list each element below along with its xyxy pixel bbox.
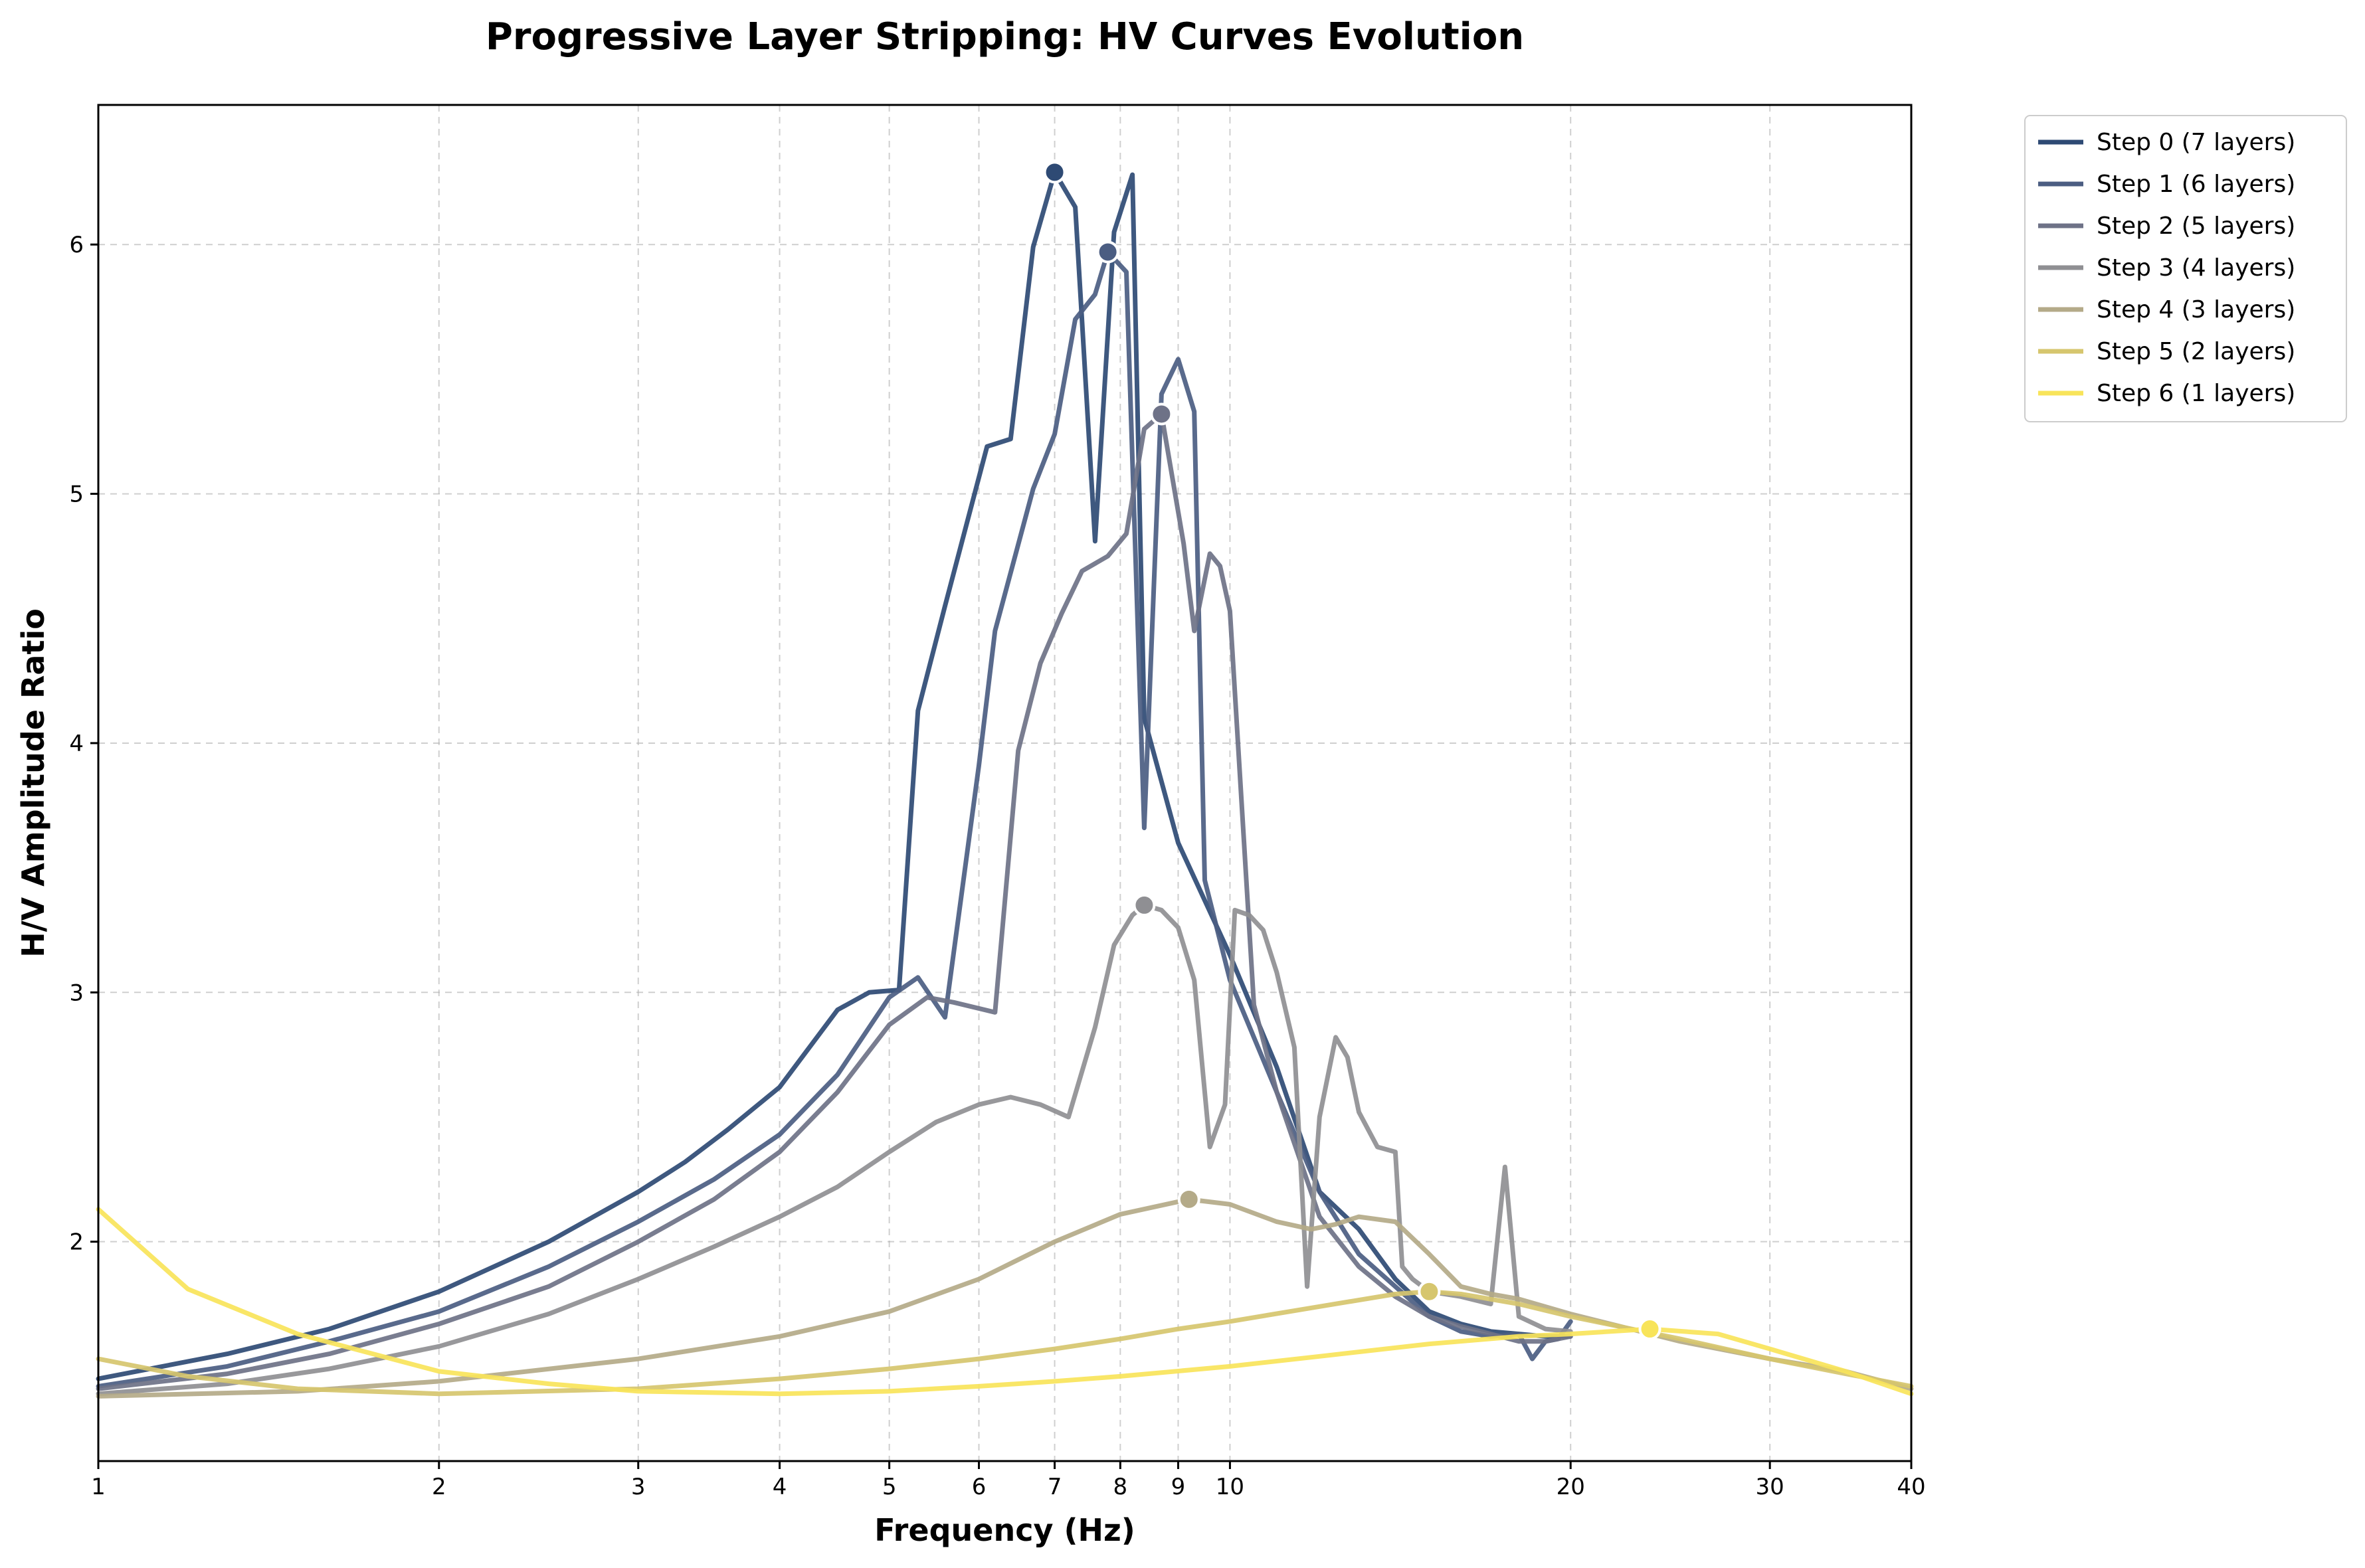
x-tick-label-2: 3 <box>631 1474 646 1500</box>
x-tick-label-9: 10 <box>1216 1474 1244 1500</box>
y-tick-label-4: 6 <box>69 232 84 258</box>
legend-label-step-6: Step 6 (1 layers) <box>2097 380 2295 407</box>
y-axis-ticks: 2 3 4 5 6 <box>69 232 98 1256</box>
x-tick-label-8: 9 <box>1171 1474 1186 1500</box>
x-tick-label-10: 20 <box>1557 1474 1585 1500</box>
series-line-step-6 <box>96 1207 1914 1397</box>
x-tick-label-5: 6 <box>972 1474 987 1500</box>
series-line-step-2 <box>96 412 1573 1391</box>
y-tick-label-2: 4 <box>69 731 84 757</box>
y-tick-label-1: 3 <box>69 980 84 1006</box>
chart-title: Progressive Layer Stripping: HV Curves E… <box>486 15 1524 58</box>
peak-marker-step-4 <box>1177 1187 1200 1211</box>
peak-marker-step-2 <box>1150 402 1173 426</box>
peak-marker-step-3 <box>1133 893 1156 916</box>
series-line-step-1 <box>96 250 1573 1389</box>
legend: Step 0 (7 layers) Step 1 (6 layers) Step 2… <box>2024 115 2347 422</box>
peak-marker-step-5 <box>1418 1280 1441 1303</box>
y-axis-label: H/V Amplitude Ratio <box>15 608 51 958</box>
legend-label-step-3: Step 3 (4 layers) <box>2097 254 2295 282</box>
series-line-step-5 <box>96 1289 1914 1397</box>
y-tick-label-0: 2 <box>69 1229 84 1256</box>
peak-marker-step-1 <box>1096 240 1119 264</box>
peak-marker-step-0 <box>1043 161 1066 184</box>
legend-label-step-0: Step 0 (7 layers) <box>2097 129 2295 156</box>
legend-label-step-2: Step 2 (5 layers) <box>2097 213 2295 240</box>
legend-box <box>2024 115 2347 422</box>
peak-markers <box>1043 161 1661 1341</box>
x-tick-label-12: 40 <box>1897 1474 1925 1500</box>
legend-label-step-4: Step 4 (3 layers) <box>2097 296 2295 323</box>
plot-frame <box>97 104 1913 1462</box>
x-tick-label-1: 2 <box>432 1474 446 1500</box>
x-tick-label-0: 1 <box>91 1474 106 1500</box>
x-tick-label-11: 30 <box>1756 1474 1784 1500</box>
x-tick-label-7: 8 <box>1113 1474 1128 1500</box>
y-tick-label-3: 5 <box>69 481 84 508</box>
x-axis-ticks: 1 2 3 4 5 6 7 8 9 10 20 30 40 <box>91 1461 1926 1500</box>
legend-label-step-5: Step 5 (2 layers) <box>2097 338 2295 365</box>
legend-label-step-1: Step 1 (6 layers) <box>2097 171 2295 198</box>
peak-marker-step-6 <box>1638 1318 1661 1341</box>
x-axis-label: Frequency (Hz) <box>874 1512 1135 1548</box>
series-line-step-3 <box>96 903 1573 1397</box>
x-tick-label-4: 5 <box>882 1474 897 1500</box>
x-tick-label-6: 7 <box>1048 1474 1062 1500</box>
series-line-step-4 <box>96 1197 1914 1399</box>
x-tick-label-3: 4 <box>773 1474 787 1500</box>
